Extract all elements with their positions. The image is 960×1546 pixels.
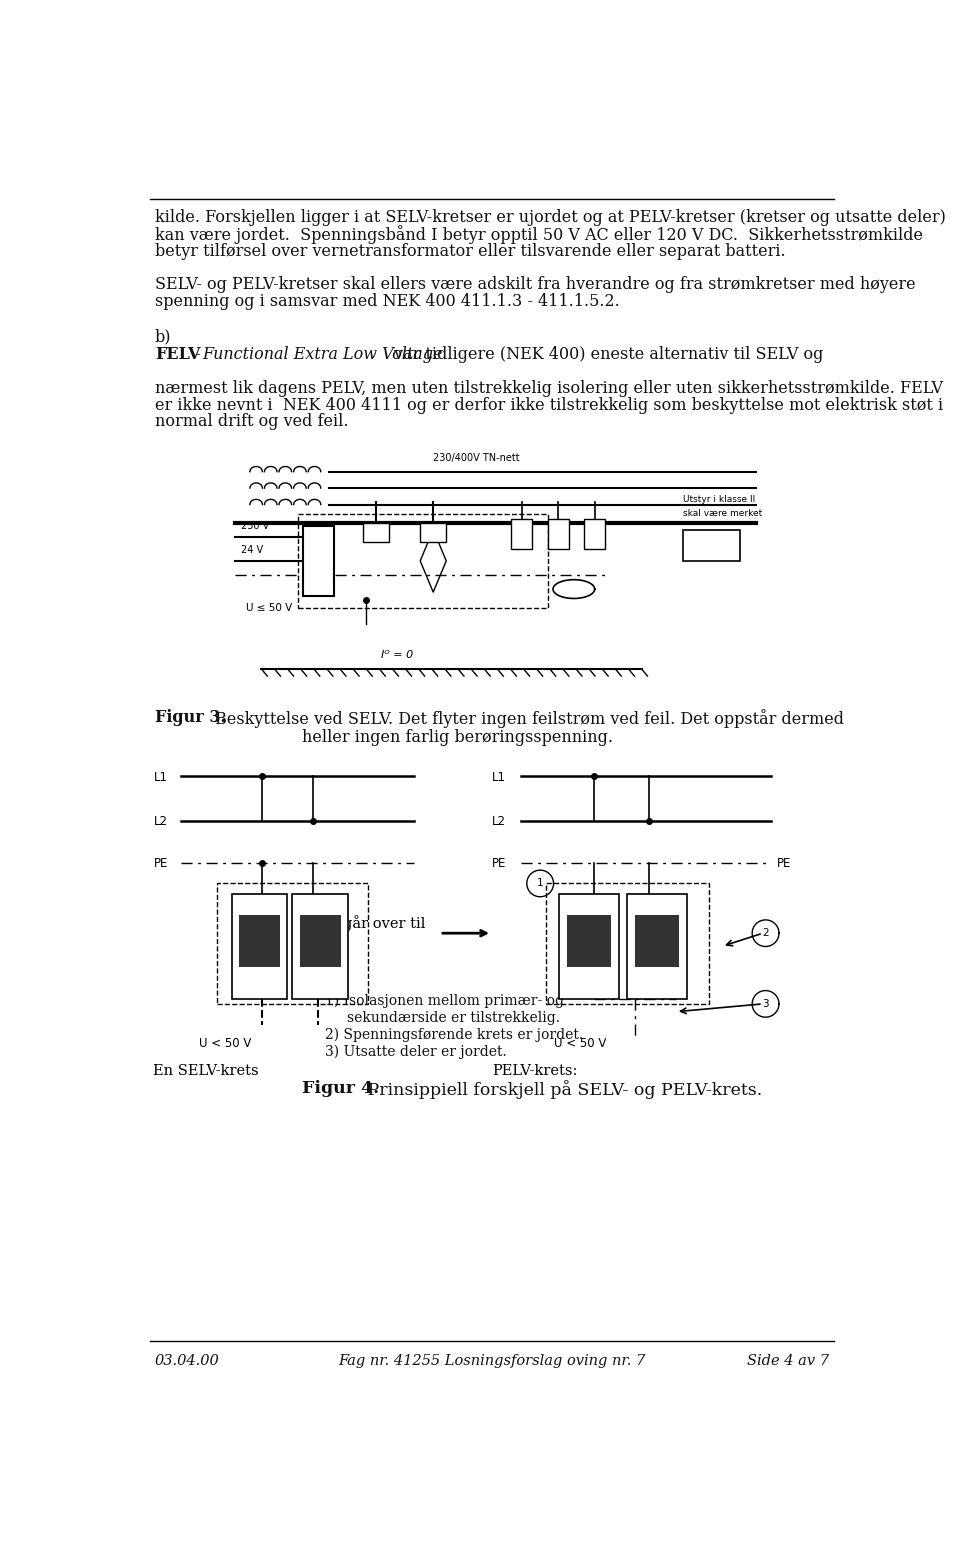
Bar [231, 894, 287, 999]
Text: Side 4 av 7: Side 4 av 7 [747, 1354, 829, 1368]
Text: U < 50 V: U < 50 V [199, 1037, 252, 1050]
Text: 2) Spenningsførende krets er jordet.: 2) Spenningsførende krets er jordet. [324, 1028, 583, 1042]
Text: 24 V: 24 V [241, 544, 263, 555]
Bar [363, 523, 389, 543]
Text: PE: PE [777, 858, 791, 870]
Text: U ≤ 50 V: U ≤ 50 V [246, 603, 292, 614]
Text: Iᴼ = 0: Iᴼ = 0 [381, 651, 414, 660]
Bar [548, 518, 568, 549]
Text: U < 50 V: U < 50 V [554, 1037, 606, 1050]
Text: b): b) [155, 329, 172, 346]
Text: Utstyr i klasse II: Utstyr i klasse II [684, 495, 756, 504]
Text: PELV-krets:: PELV-krets: [492, 1064, 577, 1078]
Bar [293, 894, 348, 999]
Text: kilde. Forskjellen ligger i at SELV-kretser er ujordet og at PELV-kretser (krets: kilde. Forskjellen ligger i at SELV-kret… [155, 209, 946, 226]
Text: 2: 2 [762, 928, 769, 938]
Text: spenning og i samsvar med NEK 400 411.1.3 - 411.1.5.2.: spenning og i samsvar med NEK 400 411.1.… [155, 294, 620, 311]
Text: Figur 3.: Figur 3. [155, 710, 226, 727]
Text: 1: 1 [537, 878, 543, 889]
Text: er ikke nevnt i  NEK 400 4111 og er derfor ikke tilstrekkelig som beskyttelse mo: er ikke nevnt i NEK 400 4111 og er derfo… [155, 396, 943, 413]
Bar [239, 915, 279, 968]
Bar [684, 530, 740, 561]
Text: FELV: FELV [155, 346, 201, 363]
Bar [585, 518, 605, 549]
Text: Fag nr. 41255 Losningsforslag oving nr. 7: Fag nr. 41255 Losningsforslag oving nr. … [338, 1354, 646, 1368]
Text: PE: PE [492, 858, 506, 870]
Bar [217, 883, 369, 1003]
Bar [298, 513, 548, 608]
Text: 03.04.00: 03.04.00 [155, 1354, 220, 1368]
Text: nærmest lik dagens PELV, men uten tilstrekkelig isolering eller uten sikkerhetss: nærmest lik dagens PELV, men uten tilstr… [155, 380, 943, 397]
Bar [636, 915, 679, 968]
Text: Prinsippiell forskjell på SELV- og PELV-krets.: Prinsippiell forskjell på SELV- og PELV-… [362, 1081, 762, 1099]
Text: heller ingen farlig berøringsspenning.: heller ingen farlig berøringsspenning. [302, 730, 613, 747]
Text: En SELV-krets: En SELV-krets [154, 1064, 259, 1078]
Text: skal være merket: skal være merket [684, 509, 762, 518]
Text: L2: L2 [154, 815, 167, 829]
Text: 3) Utsatte deler er jordet.: 3) Utsatte deler er jordet. [324, 1045, 506, 1059]
Text: Figur 4.: Figur 4. [302, 1081, 379, 1098]
Text: PE: PE [154, 858, 168, 870]
Text: Functional Extra Low Voltage: Functional Extra Low Voltage [203, 346, 443, 363]
Bar [303, 526, 334, 597]
Bar [420, 523, 446, 543]
Text: SELV- og PELV-kretser skal ellers være adskilt fra hverandre og fra strømkretser: SELV- og PELV-kretser skal ellers være a… [155, 277, 916, 294]
Bar [567, 915, 611, 968]
Text: Beskyttelse ved SELV. Det flyter ingen feilstrøm ved feil. Det oppstår dermed: Beskyttelse ved SELV. Det flyter ingen f… [210, 710, 844, 728]
Text: 1) Isolasjonen mellom primær- og: 1) Isolasjonen mellom primær- og [324, 994, 564, 1008]
Text: -: - [190, 346, 205, 363]
Text: 230 V: 230 V [241, 521, 269, 532]
Text: L1: L1 [154, 771, 167, 784]
Text: sekundærside er tilstrekkelig.: sekundærside er tilstrekkelig. [347, 1011, 560, 1025]
Text: går over til: går over til [344, 915, 425, 931]
Text: L1: L1 [492, 771, 506, 784]
Text: var tidligere (NEK 400) eneste alternativ til SELV og: var tidligere (NEK 400) eneste alternati… [389, 346, 823, 363]
Text: kan være jordet.  Spenningsbånd I betyr opptil 50 V AC eller 120 V DC.  Sikkerhe: kan være jordet. Spenningsbånd I betyr o… [155, 226, 923, 244]
Text: L2: L2 [492, 815, 506, 829]
Bar [512, 518, 532, 549]
Bar [559, 894, 619, 999]
Text: 230/400V TN-nett: 230/400V TN-nett [433, 453, 520, 462]
Text: betyr tilførsel over vernetransformator eller tilsvarende eller separat batteri.: betyr tilførsel over vernetransformator … [155, 243, 785, 260]
Text: 3: 3 [762, 999, 769, 1010]
Bar [627, 894, 686, 999]
Text: normal drift og ved feil.: normal drift og ved feil. [155, 413, 348, 430]
Bar [545, 883, 708, 1003]
Bar [300, 915, 341, 968]
